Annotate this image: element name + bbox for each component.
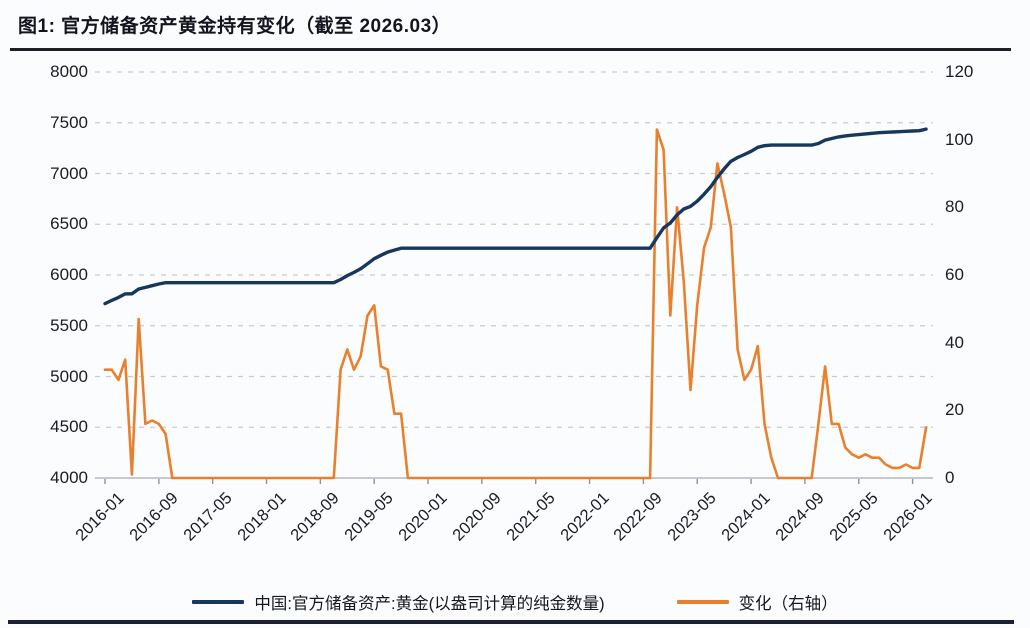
right-axis-tick-label: 80 xyxy=(945,197,964,217)
right-axis-tick-label: 60 xyxy=(945,265,964,284)
holdings-legend-label: 中国:官方储备资产:黄金(以盎司计算的纯金数量) xyxy=(254,595,605,613)
legend-item-change: 变化（右轴） xyxy=(676,590,838,614)
left-axis-tick-label: 5500 xyxy=(50,315,88,335)
right-axis-tick-label: 0 xyxy=(945,468,955,487)
left-axis-tick-label: 6500 xyxy=(50,214,88,234)
right-axis-tick-label: 100 xyxy=(945,129,974,149)
chart-title: 图1: 官方储备资产黄金持有变化（截至 2026.03） xyxy=(18,16,452,37)
left-axis-tick-label: 7000 xyxy=(50,163,88,183)
left-axis-tick-label: 7500 xyxy=(50,112,88,132)
gold-holdings-series-line xyxy=(103,127,928,306)
change-legend-label: 变化（右轴） xyxy=(738,595,838,613)
gridlines xyxy=(95,71,933,479)
right-axis-tick-label: 20 xyxy=(945,400,964,420)
holdings-line-swatch xyxy=(192,600,245,604)
left-axis-tick-label: 5000 xyxy=(50,366,88,386)
left-axis-tick-label: 8000 xyxy=(50,62,88,81)
title-divider xyxy=(10,48,1011,51)
legend-item-holdings: 中国:官方储备资产:黄金(以盎司计算的纯金数量) xyxy=(192,590,605,614)
change-series-line xyxy=(103,128,928,480)
x-tick-marks xyxy=(104,479,914,484)
right-axis-tick-label: 40 xyxy=(945,332,964,352)
right-axis-tick-label: 120 xyxy=(945,62,974,81)
change-line-swatch xyxy=(676,600,729,604)
bottom-divider xyxy=(8,620,1014,624)
left-axis-tick-label: 4500 xyxy=(50,417,88,437)
left-axis-tick-label: 4000 xyxy=(50,468,88,487)
left-axis-tick-label: 6000 xyxy=(50,265,88,284)
legend: 中国:官方储备资产:黄金(以盎司计算的纯金数量) 变化（右轴） xyxy=(0,590,1030,614)
